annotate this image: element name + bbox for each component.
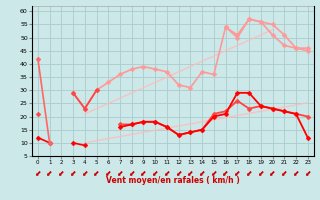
- Text: ⬋: ⬋: [46, 168, 53, 178]
- Text: ⬋: ⬋: [211, 168, 217, 178]
- Text: ⬋: ⬋: [70, 168, 76, 178]
- Text: ⬋: ⬋: [222, 168, 229, 178]
- Text: ⬋: ⬋: [234, 168, 241, 178]
- Text: ⬋: ⬋: [82, 168, 88, 178]
- X-axis label: Vent moyen/en rafales ( km/h ): Vent moyen/en rafales ( km/h ): [106, 176, 240, 185]
- Text: ⬋: ⬋: [140, 168, 147, 178]
- Text: ⬋: ⬋: [58, 168, 65, 178]
- Text: ⬋: ⬋: [281, 168, 287, 178]
- Text: ⬋: ⬋: [293, 168, 299, 178]
- Text: ⬋: ⬋: [187, 168, 194, 178]
- Text: ⬋: ⬋: [117, 168, 123, 178]
- Text: ⬋: ⬋: [164, 168, 170, 178]
- Text: ⬋: ⬋: [175, 168, 182, 178]
- Text: ⬋: ⬋: [246, 168, 252, 178]
- Text: ⬋: ⬋: [105, 168, 111, 178]
- Text: ⬋: ⬋: [305, 168, 311, 178]
- Text: ⬋: ⬋: [129, 168, 135, 178]
- Text: ⬋: ⬋: [93, 168, 100, 178]
- Text: ⬋: ⬋: [269, 168, 276, 178]
- Text: ⬋: ⬋: [258, 168, 264, 178]
- Text: ⬋: ⬋: [152, 168, 158, 178]
- Text: ⬋: ⬋: [199, 168, 205, 178]
- Text: ⬋: ⬋: [35, 168, 41, 178]
